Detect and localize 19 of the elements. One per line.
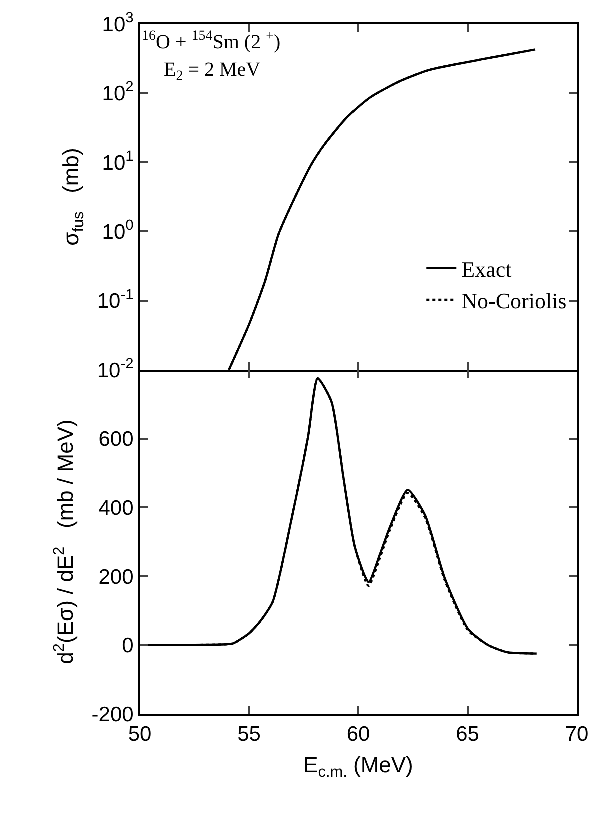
y-tick-label: 10$^{0}$ [102,218,134,244]
y-tick-label: 10$^{3}$ [102,10,134,36]
x-tick-label: 70 [565,723,589,746]
y-tick-label: 600 [98,428,134,452]
x-tick-label: 60 [346,723,370,746]
x-tick-label: 65 [456,723,480,746]
legend-label: Exact [462,256,512,282]
legend-label: No-Coriolis [462,288,567,314]
y-tick-label: 0 [122,634,134,658]
y-tick-label: 200 [98,566,134,589]
annotation: $^{16}$O + $^{154}$Sm (2 $^{+}$) [142,29,281,54]
annotation: E$_{2}$ = 2 MeV [164,59,262,84]
y-tick-label: 10$^{1}$ [102,148,134,175]
y-tick-label: 400 [98,496,134,520]
x-axis-title: E$_{c.m.}$ (MeV) [304,752,414,782]
y-tick-label: 10$^{-1}$ [97,287,134,314]
y-tick-label: 10$^{2}$ [102,80,134,106]
y-tick-label: 10$^{-2}$ [97,356,134,382]
x-tick-label: 55 [238,723,261,746]
